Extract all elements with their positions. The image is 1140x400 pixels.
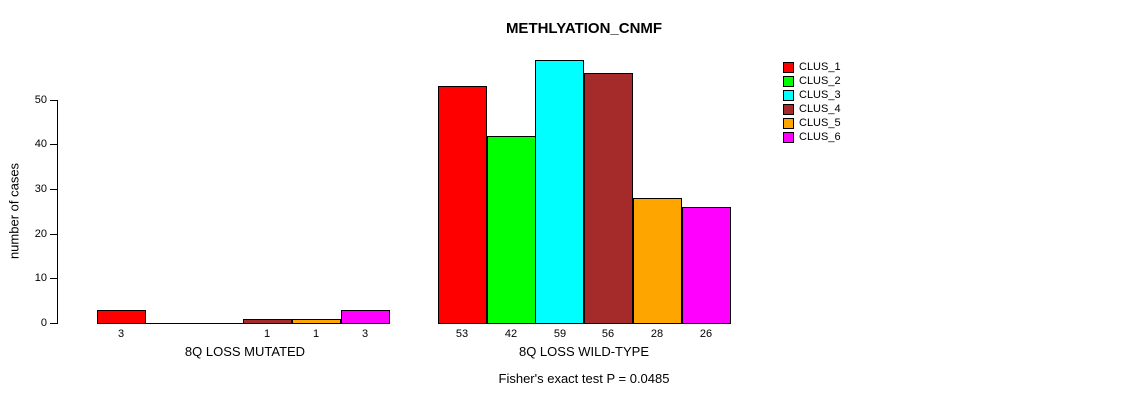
bar-value-label: 1: [312, 328, 320, 340]
bar-CLUS_2-zero: [146, 323, 195, 324]
bar-CLUS_1: [97, 310, 146, 324]
bar-CLUS_4: [243, 319, 292, 324]
y-tick-label: 10: [34, 272, 47, 284]
y-axis-line: [57, 100, 58, 324]
legend-label-CLUS_4: CLUS_4: [799, 103, 841, 115]
legend-swatch-CLUS_3: [783, 90, 794, 101]
bar-CLUS_2: [487, 136, 536, 324]
bar-CLUS_1: [438, 86, 487, 324]
legend-swatch-CLUS_2: [783, 76, 794, 87]
y-axis-label: number of cases: [6, 162, 22, 260]
legend-label-CLUS_5: CLUS_5: [799, 117, 841, 129]
bar-CLUS_5: [633, 198, 682, 324]
legend-swatch-CLUS_5: [783, 118, 794, 129]
bar-value-label: 53: [455, 328, 469, 340]
bar-value-label: 3: [117, 328, 125, 340]
bar-CLUS_6: [682, 207, 731, 324]
legend-label-CLUS_1: CLUS_1: [799, 61, 841, 73]
y-tick-label: 30: [34, 183, 47, 195]
bar-value-label: 3: [361, 328, 369, 340]
legend-swatch-CLUS_1: [783, 62, 794, 73]
x-group-label-wild-type: 8Q LOSS WILD-TYPE: [518, 344, 650, 359]
bar-value-label: 1: [263, 328, 271, 340]
y-tick-mark: [50, 234, 57, 235]
legend-label-CLUS_2: CLUS_2: [799, 75, 841, 87]
y-tick-label: 40: [34, 138, 47, 150]
y-tick-mark: [50, 100, 57, 101]
y-tick-mark: [50, 189, 57, 190]
legend-swatch-CLUS_6: [783, 132, 794, 143]
bar-CLUS_3: [535, 60, 584, 324]
x-group-label-mutated: 8Q LOSS MUTATED: [184, 344, 306, 359]
y-tick-label: 50: [34, 94, 47, 106]
legend-label-CLUS_3: CLUS_3: [799, 89, 841, 101]
legend-swatch-CLUS_4: [783, 104, 794, 115]
y-tick-mark: [50, 323, 57, 324]
bar-value-label: 59: [553, 328, 567, 340]
bar-CLUS_4: [584, 73, 633, 324]
bar-CLUS_6: [341, 310, 390, 324]
bar-value-label: 28: [650, 328, 664, 340]
bar-value-label: 56: [601, 328, 615, 340]
fisher-test-annotation: Fisher's exact test P = 0.0485: [498, 371, 670, 386]
y-tick-label: 0: [40, 317, 47, 329]
chart-title: METHLYATION_CNMF: [505, 20, 663, 37]
bar-CLUS_5: [292, 319, 341, 324]
y-tick-mark: [50, 144, 57, 145]
bar-CLUS_3-zero: [194, 323, 243, 324]
legend-label-CLUS_6: CLUS_6: [799, 131, 841, 143]
bar-value-label: 42: [504, 328, 518, 340]
bar-value-label: 26: [699, 328, 713, 340]
y-tick-mark: [50, 278, 57, 279]
y-tick-label: 20: [34, 228, 47, 240]
